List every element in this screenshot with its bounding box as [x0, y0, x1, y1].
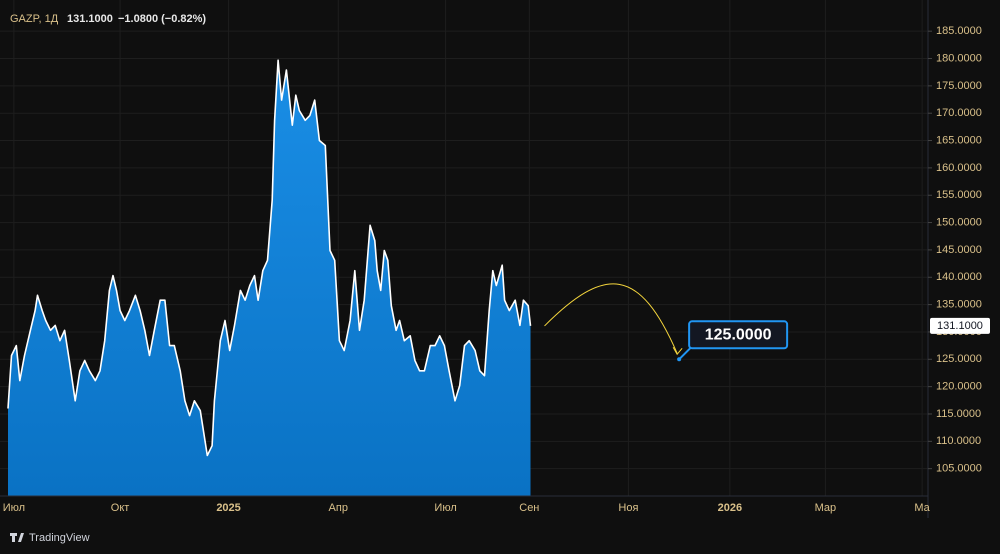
annotation-arrowhead: [672, 347, 683, 356]
change: −1.0800 (−0.82%): [118, 13, 206, 25]
x-tick-label: 2026: [718, 502, 742, 514]
y-tick-label: 185.0000: [936, 25, 982, 37]
x-tick-label: Окт: [111, 502, 130, 514]
x-tick-label: Мар: [815, 502, 837, 514]
y-tick-label: 105.0000: [936, 463, 982, 475]
y-tick-label: 125.0000: [936, 353, 982, 365]
last-price-label: 131.1000: [937, 320, 983, 332]
x-tick-label: Сен: [519, 502, 539, 514]
y-tick-label: 145.0000: [936, 244, 982, 256]
x-tick-label: Ноя: [618, 502, 638, 514]
y-tick-label: 160.0000: [936, 162, 982, 174]
area: [8, 60, 531, 496]
y-tick-label: 150.0000: [936, 216, 982, 228]
x-tick-label: Июл: [3, 502, 25, 514]
x-tick-label: 2025: [216, 502, 240, 514]
x-tick-label: Ма: [914, 502, 930, 514]
annotation-point: [677, 357, 682, 362]
x-tick-label: Июл: [434, 502, 456, 514]
brand: TradingView: [29, 532, 90, 544]
y-tick-label: 155.0000: [936, 189, 982, 201]
brand-logo: TradingView: [10, 532, 90, 544]
y-tick-label: 140.0000: [936, 271, 982, 283]
symbol: GAZP, 1Д: [10, 13, 59, 25]
x-tick-label: Апр: [329, 502, 348, 514]
y-tick-label: 170.0000: [936, 107, 982, 119]
axes: 105.0000 110.0000 115.0000 120.0000 125.0000…: [3, 25, 990, 514]
y-tick-label: 115.0000: [936, 408, 981, 420]
y-tick-label: 120.0000: [936, 381, 982, 393]
annotation-box: [688, 320, 789, 350]
y-tick-label: 135.0000: [936, 299, 982, 311]
last-price-box: [930, 317, 990, 334]
annotation-label: 125.0000: [705, 327, 772, 344]
price: 131.1000: [67, 13, 113, 25]
plot: 125.0000: [7, 59, 789, 496]
y-tick-label: 175.0000: [936, 80, 982, 92]
y-tick-label: 180.0000: [936, 52, 982, 64]
y-tick-label: 110.0000: [936, 435, 981, 447]
line: [7, 59, 532, 457]
y-tick-label: 165.0000: [936, 134, 982, 146]
annotation-arrow: [544, 283, 678, 354]
